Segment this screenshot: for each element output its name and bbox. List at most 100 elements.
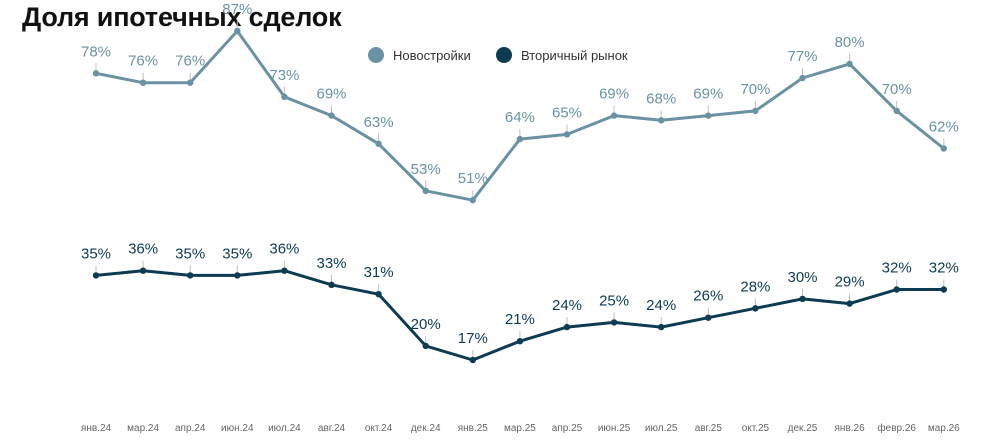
data-label-secondary-market: 35% [175,245,205,262]
data-point-new-buildings [375,140,382,147]
legend-item-secondary-market: Вторичный рынок [496,47,628,63]
legend-item-new-buildings: Новостройки [368,47,471,63]
data-point-secondary-market [563,323,571,331]
legend-marker-new-buildings [368,47,384,63]
data-point-new-buildings [893,107,900,115]
data-label-new-buildings: 78% [81,43,111,60]
data-label-secondary-market: 29% [835,274,865,291]
x-tick-label: июн.25 [598,423,631,434]
data-point-new-buildings [610,112,618,119]
data-label-new-buildings: 65% [552,104,582,121]
x-tick-label: янв.26 [835,423,866,434]
data-point-secondary-market [422,342,429,350]
x-tick-label: июл.24 [268,423,301,434]
data-point-new-buildings [187,79,194,86]
data-point-secondary-market [799,295,806,303]
data-point-secondary-market [139,267,147,274]
data-point-new-buildings [328,112,335,119]
data-label-secondary-market: 26% [693,288,723,305]
data-point-secondary-market [234,272,241,279]
data-label-secondary-market: 36% [128,241,158,258]
data-label-secondary-market: 20% [411,316,441,333]
x-tick-label: окт.25 [742,423,770,434]
data-label-new-buildings: 80% [835,34,865,51]
data-point-new-buildings [940,145,947,152]
data-point-secondary-market [516,338,524,345]
x-tick-label: янв.24 [81,423,112,434]
data-point-secondary-market [658,323,665,331]
data-point-secondary-market [92,272,100,279]
data-point-new-buildings [658,117,665,124]
x-tick-label: мар.26 [928,423,960,434]
chart-title: Доля ипотечных сделок [22,2,342,32]
data-point-secondary-market [469,356,476,364]
data-label-new-buildings: 76% [128,53,158,70]
x-tick-label: янв.25 [458,423,489,434]
data-point-secondary-market [281,267,288,274]
data-label-new-buildings: 77% [787,48,817,65]
x-tick-label: окт.24 [365,423,393,434]
data-label-secondary-market: 24% [646,297,676,314]
data-label-new-buildings: 63% [364,114,394,131]
data-label-secondary-market: 35% [81,245,111,262]
data-point-secondary-market [705,314,712,321]
legend: Новостройки Вторичный рынок [0,47,998,71]
data-point-secondary-market [328,281,335,288]
data-point-new-buildings [846,60,853,68]
data-point-new-buildings [705,112,712,119]
data-label-new-buildings: 70% [740,81,770,98]
data-point-secondary-market [610,319,618,326]
legend-label-new-buildings: Новостройки [393,47,471,63]
data-label-new-buildings: 70% [882,81,912,98]
data-point-new-buildings [799,74,806,82]
data-label-secondary-market: 35% [222,245,252,262]
data-label-secondary-market: 24% [552,297,582,314]
x-tick-label: дек.25 [788,423,818,434]
data-label-new-buildings: 69% [316,86,346,103]
data-point-new-buildings [234,27,241,35]
data-point-secondary-market [752,305,759,312]
data-point-new-buildings [281,93,288,101]
data-label-secondary-market: 30% [787,269,817,286]
data-label-secondary-market: 32% [882,260,912,277]
data-point-new-buildings [92,70,100,77]
data-label-new-buildings: 68% [646,90,676,107]
x-tick-label: дек.24 [411,423,441,434]
data-label-secondary-market: 36% [269,241,299,258]
data-point-secondary-market [846,300,853,307]
data-point-new-buildings [139,79,147,86]
data-point-secondary-market [187,272,194,279]
data-label-new-buildings: 73% [269,67,299,84]
data-label-new-buildings: 51% [458,170,488,187]
data-label-new-buildings: 62% [929,119,959,136]
x-tick-label: июн.24 [221,423,254,434]
x-tick-label: мар.25 [504,423,536,434]
data-label-secondary-market: 17% [458,330,488,347]
data-label-new-buildings: 69% [599,86,629,103]
data-label-new-buildings: 69% [693,86,723,103]
x-tick-label: мар.24 [127,423,159,434]
x-tick-label: авг.25 [695,423,723,434]
data-point-new-buildings [422,187,429,194]
legend-label-secondary-market: Вторичный рынок [521,47,628,63]
data-label-secondary-market: 21% [505,311,535,328]
data-label-new-buildings: 53% [411,161,441,178]
x-tick-label: авг.24 [318,423,346,434]
x-tick-label: апр.25 [552,423,583,434]
x-tick-label: апр.24 [175,423,206,434]
legend-marker-secondary-market [496,47,512,63]
data-point-secondary-market [940,286,947,293]
data-point-secondary-market [375,291,382,298]
data-label-secondary-market: 28% [740,278,770,295]
data-label-new-buildings: 87% [222,1,252,18]
data-label-new-buildings: 64% [505,109,535,126]
x-tick-label: февр.26 [877,422,916,434]
data-point-secondary-market [893,286,900,293]
data-label-secondary-market: 33% [316,255,346,272]
data-point-new-buildings [563,131,571,138]
data-point-new-buildings [469,197,476,204]
data-label-secondary-market: 32% [929,260,959,277]
data-point-new-buildings [516,135,524,143]
x-tick-label: июл.25 [645,423,678,434]
